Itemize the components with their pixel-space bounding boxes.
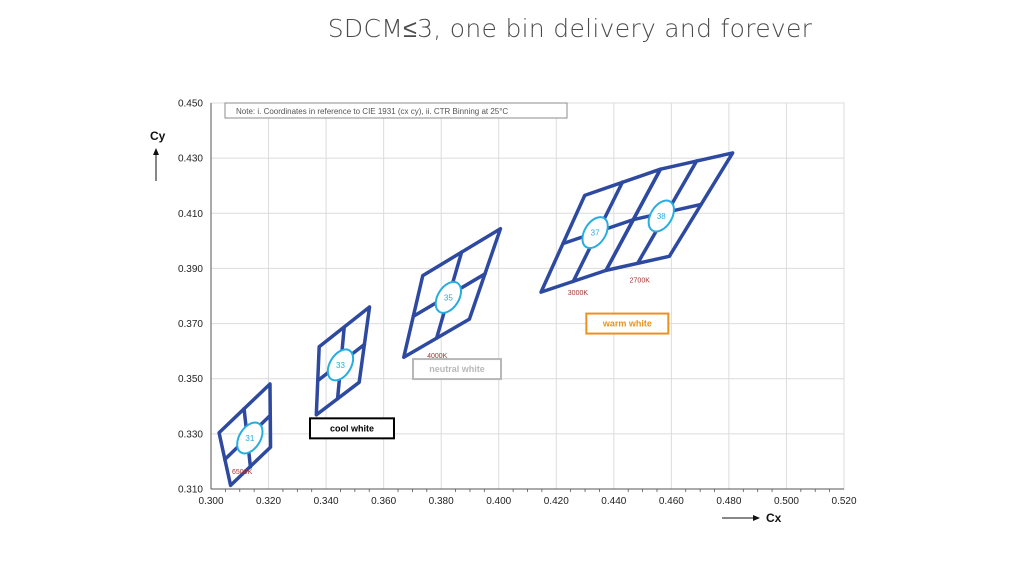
x-tick-label: 0.340 (314, 496, 339, 507)
y-tick-label: 0.350 (178, 374, 203, 385)
ellipse-label: 35 (444, 293, 453, 302)
y-tick-label: 0.310 (178, 485, 203, 496)
plot-area (210, 102, 845, 490)
y-axis-arrow-head (153, 148, 159, 155)
x-tick-label: 0.520 (831, 496, 856, 507)
x-axis-title: Cx (722, 511, 782, 525)
ellipse-label: 38 (657, 212, 666, 221)
ellipse-38 (647, 199, 675, 233)
x-tick-label: 0.420 (544, 496, 569, 507)
bin-quad-2700K (604, 151, 735, 273)
ellipse-label: 33 (336, 361, 345, 370)
y-tick-label: 0.430 (178, 154, 203, 165)
category-label: warm white (602, 319, 652, 329)
macadam-ellipses: 31 33 35 37 38 (236, 199, 675, 455)
x-tick-label: 0.500 (774, 496, 799, 507)
ellipse-label: 37 (591, 229, 600, 238)
white-categories: cool white neutral white warm white (308, 312, 670, 440)
category-label: cool white (330, 423, 374, 433)
tick-labels: 0.300 0.320 0.340 0.360 0.380 0.400 0.420 0.440… (178, 99, 857, 508)
bin-quad-6500K (217, 382, 273, 488)
x-tick-label: 0.320 (256, 496, 281, 507)
y-tick-label: 0.450 (178, 99, 203, 110)
category-box (412, 358, 503, 381)
x-tick-label: 0.440 (601, 496, 626, 507)
page-title: SDCM≤3, one bin delivery and forever (327, 14, 813, 43)
x-axis-arrow-head (753, 515, 760, 521)
ellipse-35 (434, 280, 463, 314)
bin-quad-4000K (402, 226, 503, 359)
ellipse-31 (236, 421, 264, 455)
x-tick-label: 0.380 (429, 496, 454, 507)
cct-label-3000K: 3000K (568, 290, 589, 297)
y-tick-label: 0.410 (178, 209, 203, 220)
category-label: neutral white (429, 364, 485, 374)
category-box (585, 312, 670, 335)
note-box: Note: i. Coordinates in reference to CIE… (224, 102, 568, 119)
ellipse-label: 31 (245, 434, 254, 443)
y-axis-label: Cy (150, 129, 166, 143)
cct-label-2700K: 2700K (630, 277, 651, 284)
cct-label-6500K: 6500K (232, 469, 253, 476)
y-axis-title: Cy (150, 129, 166, 181)
x-tick-label: 0.480 (716, 496, 741, 507)
y-tick-label: 0.370 (178, 319, 203, 330)
cct-label-4000K: 4000K (427, 353, 448, 360)
category-box (308, 417, 395, 440)
x-axis-label: Cx (766, 511, 782, 525)
x-tick-label: 0.400 (486, 496, 511, 507)
grid-lines (210, 102, 845, 492)
bin-quad-5000K (314, 305, 372, 417)
note-text: Note: i. Coordinates in reference to CIE… (236, 107, 508, 116)
x-tick-label: 0.460 (659, 496, 684, 507)
x-tick-label: 0.300 (198, 496, 223, 507)
x-tick-label: 0.360 (371, 496, 396, 507)
ellipse-37 (581, 216, 609, 250)
ellipse-33 (326, 348, 355, 382)
y-tick-label: 0.390 (178, 264, 203, 275)
y-tick-label: 0.330 (178, 429, 203, 440)
